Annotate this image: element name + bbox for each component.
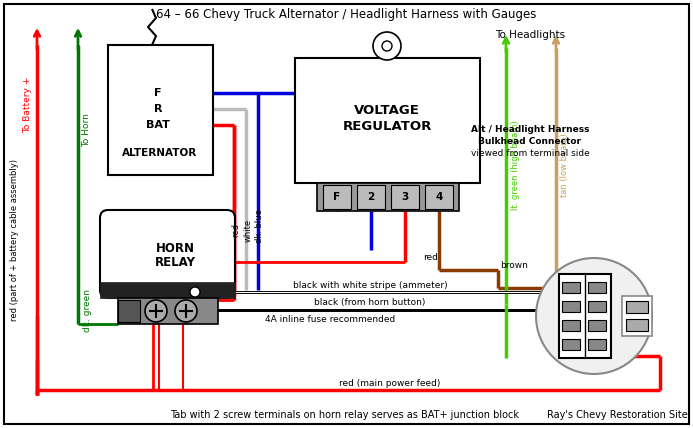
- Text: brown: brown: [500, 261, 528, 270]
- Circle shape: [536, 258, 652, 374]
- Text: 4A inline fuse recommended: 4A inline fuse recommended: [265, 315, 395, 324]
- Bar: [588, 320, 606, 331]
- Bar: [391, 185, 419, 209]
- Text: white: white: [243, 218, 252, 241]
- Text: 4: 4: [435, 192, 443, 202]
- Text: BAT: BAT: [146, 120, 170, 130]
- Text: Bulkhead Connector: Bulkhead Connector: [478, 137, 581, 146]
- Bar: [118, 300, 140, 322]
- Bar: [626, 301, 648, 313]
- Circle shape: [175, 300, 197, 322]
- Text: HORN: HORN: [155, 241, 195, 255]
- Bar: [118, 298, 218, 324]
- Bar: [562, 282, 580, 293]
- Bar: [622, 296, 652, 336]
- Text: RELAY: RELAY: [155, 256, 195, 268]
- Circle shape: [373, 32, 401, 60]
- Text: 3: 3: [401, 192, 409, 202]
- Text: dk. green: dk. green: [83, 288, 92, 332]
- Text: 64 – 66 Chevy Truck Alternator / Headlight Harness with Gauges: 64 – 66 Chevy Truck Alternator / Headlig…: [156, 8, 536, 21]
- Circle shape: [145, 300, 167, 322]
- Text: To Headlights: To Headlights: [495, 30, 565, 40]
- Text: ALTERNATOR: ALTERNATOR: [123, 148, 198, 158]
- Text: red: red: [423, 253, 438, 262]
- Bar: [295, 58, 480, 183]
- Text: To Battery +: To Battery +: [24, 77, 33, 133]
- Bar: [588, 282, 606, 293]
- Circle shape: [190, 287, 200, 297]
- Circle shape: [382, 41, 392, 51]
- Text: red (main power feed): red (main power feed): [340, 378, 441, 387]
- Bar: [626, 319, 648, 331]
- Text: tan (low beam): tan (low beam): [561, 133, 570, 197]
- Text: viewed from terminal side: viewed from terminal side: [471, 149, 589, 158]
- Bar: [100, 282, 235, 298]
- Bar: [323, 185, 351, 209]
- Text: dk. blue: dk. blue: [256, 209, 265, 243]
- Text: black (from horn button): black (from horn button): [315, 298, 426, 307]
- Bar: [357, 185, 385, 209]
- Text: black with white stripe (ammeter): black with white stripe (ammeter): [292, 280, 447, 289]
- Text: F: F: [333, 192, 340, 202]
- Text: lt. green (high beam): lt. green (high beam): [511, 120, 520, 210]
- Text: F: F: [155, 88, 161, 98]
- FancyBboxPatch shape: [100, 210, 235, 298]
- Text: VOLTAGE: VOLTAGE: [354, 104, 420, 116]
- Bar: [562, 320, 580, 331]
- Text: To Horn: To Horn: [82, 113, 91, 147]
- Text: Tab with 2 screw terminals on horn relay serves as BAT+ junction block: Tab with 2 screw terminals on horn relay…: [170, 410, 519, 420]
- Bar: [559, 274, 611, 358]
- Bar: [562, 301, 580, 312]
- Bar: [425, 185, 453, 209]
- Bar: [588, 301, 606, 312]
- Text: REGULATOR: REGULATOR: [342, 119, 432, 133]
- Text: R: R: [154, 104, 162, 114]
- Bar: [588, 339, 606, 350]
- Text: 2: 2: [367, 192, 375, 202]
- Text: red: red: [231, 223, 240, 237]
- Bar: [562, 339, 580, 350]
- Text: Alt / Headlight Harness: Alt / Headlight Harness: [471, 125, 589, 134]
- Text: Ray's Chevy Restoration Site: Ray's Chevy Restoration Site: [547, 410, 688, 420]
- Text: red (part of + battery cable assembly): red (part of + battery cable assembly): [10, 159, 19, 321]
- Bar: [108, 45, 213, 175]
- Bar: [317, 183, 459, 211]
